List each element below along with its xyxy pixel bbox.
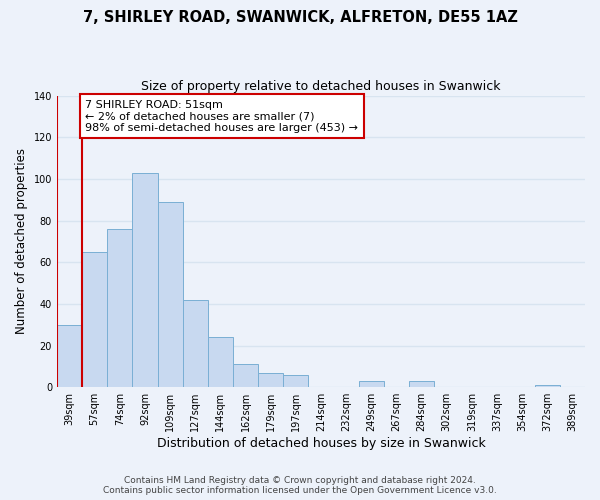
- Title: Size of property relative to detached houses in Swanwick: Size of property relative to detached ho…: [141, 80, 501, 93]
- Bar: [182, 300, 208, 387]
- Bar: [133, 172, 158, 387]
- Bar: [158, 202, 182, 387]
- Bar: [57, 324, 82, 387]
- Bar: [535, 385, 560, 387]
- Bar: [208, 337, 233, 387]
- Y-axis label: Number of detached properties: Number of detached properties: [15, 148, 28, 334]
- Bar: [359, 381, 384, 387]
- Bar: [82, 252, 107, 387]
- Bar: [283, 374, 308, 387]
- X-axis label: Distribution of detached houses by size in Swanwick: Distribution of detached houses by size …: [157, 437, 485, 450]
- Text: 7 SHIRLEY ROAD: 51sqm
← 2% of detached houses are smaller (7)
98% of semi-detach: 7 SHIRLEY ROAD: 51sqm ← 2% of detached h…: [85, 100, 358, 133]
- Bar: [107, 229, 133, 387]
- Text: 7, SHIRLEY ROAD, SWANWICK, ALFRETON, DE55 1AZ: 7, SHIRLEY ROAD, SWANWICK, ALFRETON, DE5…: [83, 10, 517, 25]
- Text: Contains HM Land Registry data © Crown copyright and database right 2024.
Contai: Contains HM Land Registry data © Crown c…: [103, 476, 497, 495]
- Bar: [258, 372, 283, 387]
- Bar: [409, 381, 434, 387]
- Bar: [233, 364, 258, 387]
